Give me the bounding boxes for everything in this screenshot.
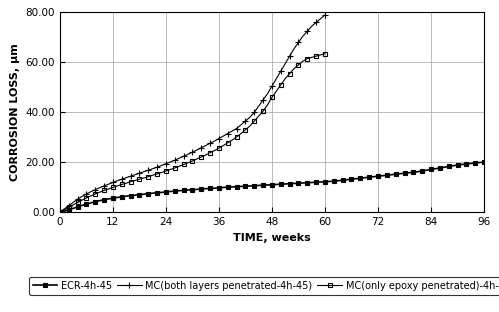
ECR-4h-45 bbox=[481, 160, 487, 164]
MC(only epoxy penetrated)-4h-45 bbox=[286, 72, 292, 76]
Legend: ECR-4h-45, MC(both layers penetrated-4h-45), MC(only epoxy penetrated)-4h-45: ECR-4h-45, MC(both layers penetrated-4h-… bbox=[29, 277, 499, 295]
Line: MC(both layers penetrated-4h-45): MC(both layers penetrated-4h-45) bbox=[56, 12, 328, 216]
Line: MC(only epoxy penetrated)-4h-45: MC(only epoxy penetrated)-4h-45 bbox=[58, 51, 327, 214]
ECR-4h-45 bbox=[167, 190, 173, 193]
MC(only epoxy penetrated)-4h-45 bbox=[216, 146, 222, 150]
MC(both layers penetrated-4h-45) bbox=[198, 146, 204, 150]
ECR-4h-45 bbox=[384, 173, 390, 177]
ECR-4h-45 bbox=[57, 210, 63, 214]
ECR-4h-45 bbox=[88, 201, 94, 205]
MC(both layers penetrated-4h-45) bbox=[216, 137, 222, 140]
X-axis label: TIME, weeks: TIME, weeks bbox=[233, 232, 311, 242]
Line: ECR-4h-45: ECR-4h-45 bbox=[58, 160, 486, 214]
MC(only epoxy penetrated)-4h-45 bbox=[119, 183, 125, 186]
Y-axis label: CORROSION LOSS, μm: CORROSION LOSS, μm bbox=[10, 43, 20, 181]
MC(both layers penetrated-4h-45) bbox=[150, 167, 156, 171]
MC(both layers penetrated-4h-45) bbox=[57, 210, 63, 214]
MC(only epoxy penetrated)-4h-45 bbox=[57, 210, 63, 214]
MC(both layers penetrated-4h-45) bbox=[110, 181, 116, 184]
ECR-4h-45 bbox=[300, 181, 306, 185]
MC(both layers penetrated-4h-45) bbox=[119, 177, 125, 181]
MC(both layers penetrated-4h-45) bbox=[286, 54, 292, 58]
ECR-4h-45 bbox=[269, 183, 275, 187]
MC(both layers penetrated-4h-45) bbox=[322, 13, 328, 17]
MC(only epoxy penetrated)-4h-45 bbox=[322, 52, 328, 56]
MC(only epoxy penetrated)-4h-45 bbox=[110, 186, 116, 189]
ECR-4h-45 bbox=[70, 207, 76, 210]
MC(only epoxy penetrated)-4h-45 bbox=[198, 155, 204, 159]
MC(only epoxy penetrated)-4h-45 bbox=[150, 173, 156, 177]
